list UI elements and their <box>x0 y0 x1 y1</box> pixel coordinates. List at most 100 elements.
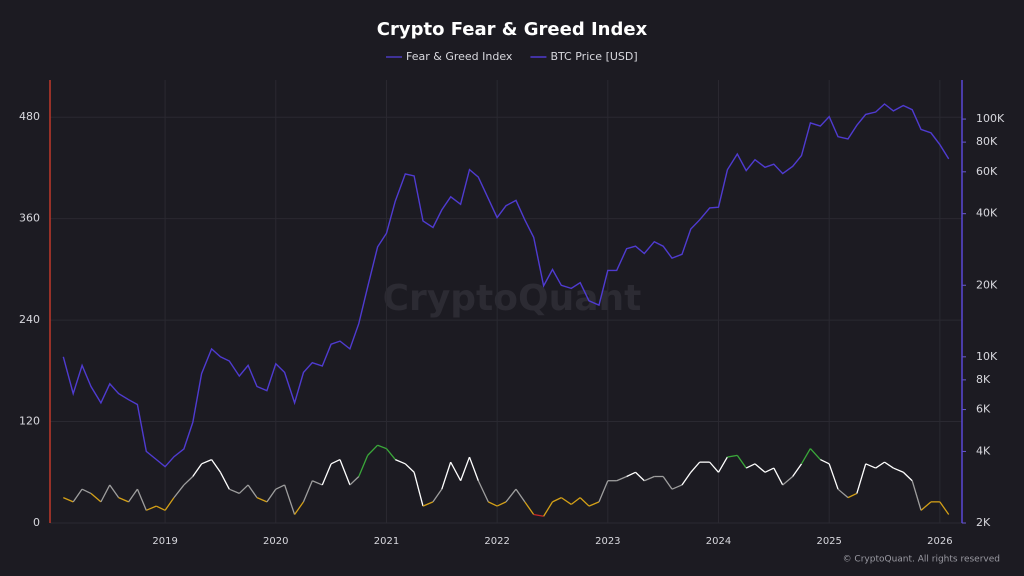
fear-greed-segment <box>865 463 876 469</box>
fear-greed-segment <box>875 461 885 469</box>
fear-greed-segment <box>146 505 157 511</box>
fear-greed-segment <box>63 497 74 503</box>
fear-greed-segment <box>367 444 379 456</box>
y-tick-label: 480 <box>19 110 40 123</box>
fear-greed-segment <box>598 480 609 503</box>
fear-greed-segment <box>256 497 268 503</box>
fear-greed-segment <box>588 501 600 507</box>
y-tick-label: 360 <box>19 212 40 225</box>
legend-label: BTC Price [USD] <box>550 50 637 63</box>
fear-greed-segment <box>773 467 784 486</box>
fear-greed-segment <box>330 459 341 465</box>
fear-greed-segment <box>201 458 212 465</box>
fear-greed-segment <box>496 501 507 507</box>
fear-greed-segment <box>81 488 92 494</box>
fear-greed-segment <box>183 476 194 486</box>
fear-greed-segment <box>349 476 360 486</box>
fear-greed-segment <box>616 475 627 482</box>
y-tick-label: 240 <box>19 313 40 326</box>
fear-greed-segment <box>284 484 296 515</box>
fear-greed-segment <box>211 459 221 473</box>
fear-greed-segment <box>339 459 351 486</box>
y2-tick-label: 10K <box>976 350 998 363</box>
fear-greed-segment <box>754 463 766 473</box>
fear-greed-segment <box>560 497 572 505</box>
fear-greed-segment <box>302 480 313 503</box>
fear-greed-segment <box>118 497 129 503</box>
fear-greed-segment <box>792 463 803 477</box>
fear-greed-segment <box>422 501 434 507</box>
footer: © CryptoQuant. All rights reserved <box>843 555 1000 565</box>
fear-greed-segment <box>128 488 138 503</box>
fear-greed-segment <box>413 472 424 507</box>
fear-greed-segment <box>681 471 692 486</box>
x-tick-label: 2026 <box>927 536 952 547</box>
y2-tick-label: 8K <box>976 373 991 386</box>
fear-greed-segment <box>90 492 102 503</box>
fear-greed-segment <box>782 476 794 486</box>
fear-greed-segment <box>358 455 369 477</box>
fear-greed-segment <box>385 448 396 461</box>
btc-price-line <box>62 103 950 468</box>
y-tick-label: 120 <box>19 415 40 428</box>
fear-greed-segment <box>809 448 821 461</box>
fear-greed-segment <box>884 461 894 469</box>
fear-greed-segment <box>579 497 590 507</box>
y2-tick-label: 60K <box>976 165 998 178</box>
y-tick-label: 0 <box>33 516 40 529</box>
x-tick-label: 2020 <box>263 536 288 547</box>
fear-greed-segment <box>312 480 323 486</box>
fear-greed-segment <box>828 463 839 490</box>
fear-greed-segment <box>709 461 719 473</box>
fear-greed-segment <box>247 484 258 499</box>
y2-tick-label: 80K <box>976 135 998 148</box>
y2-tick-label: 4K <box>976 444 991 457</box>
fear-greed-segment <box>395 458 406 465</box>
fear-greed-segment <box>736 454 747 469</box>
fear-greed-segment <box>155 505 166 511</box>
watermark: CryptoQuant <box>383 278 642 319</box>
fear-greed-segment <box>939 501 950 515</box>
fear-greed-segment <box>626 471 636 478</box>
fear-greed-segment <box>377 444 387 450</box>
y2-tick-label: 20K <box>976 278 998 291</box>
fear-greed-segment <box>100 484 111 503</box>
x-tick-label: 2019 <box>152 536 177 547</box>
fear-greed-segment <box>543 501 554 517</box>
fear-greed-segment <box>109 484 120 499</box>
fear-greed-segment <box>460 456 471 481</box>
fear-greed-segment <box>727 454 738 458</box>
y2-tick-label: 100K <box>976 112 1005 125</box>
fear-greed-segment <box>893 467 904 473</box>
x-tick-label: 2021 <box>374 536 399 547</box>
fear-greed-segment <box>72 488 83 503</box>
fear-greed-segment <box>238 484 249 494</box>
fear-greed-segment <box>432 488 443 503</box>
fear-greed-segment <box>229 488 240 495</box>
fear-greed-segment <box>468 456 479 481</box>
fear-greed-segment <box>173 484 185 499</box>
fear-greed-segment <box>662 476 673 490</box>
fear-greed-segment <box>505 488 517 503</box>
y2-tick-label: 2K <box>976 516 991 529</box>
fear-greed-segment <box>856 463 867 494</box>
fear-greed-segment <box>294 501 304 515</box>
fear-greed-segment <box>717 456 728 473</box>
fear-greed-segment <box>570 497 581 505</box>
fear-greed-segment <box>920 501 932 511</box>
x-tick-label: 2022 <box>484 536 509 547</box>
fear-greed-segment <box>515 488 526 503</box>
fear-greed-segment <box>477 480 489 503</box>
chart-title: Crypto Fear & Greed Index <box>377 19 648 40</box>
fear-greed-segment <box>192 463 203 477</box>
fear-greed-segment <box>164 497 175 511</box>
fear-greed-segment <box>404 463 415 473</box>
fear-greed-segment <box>524 501 535 515</box>
y2-tick-label: 6K <box>976 403 991 416</box>
fear-greed-segment <box>488 501 498 507</box>
fear-greed-segment <box>800 448 811 465</box>
fear-greed-segment <box>745 463 756 469</box>
